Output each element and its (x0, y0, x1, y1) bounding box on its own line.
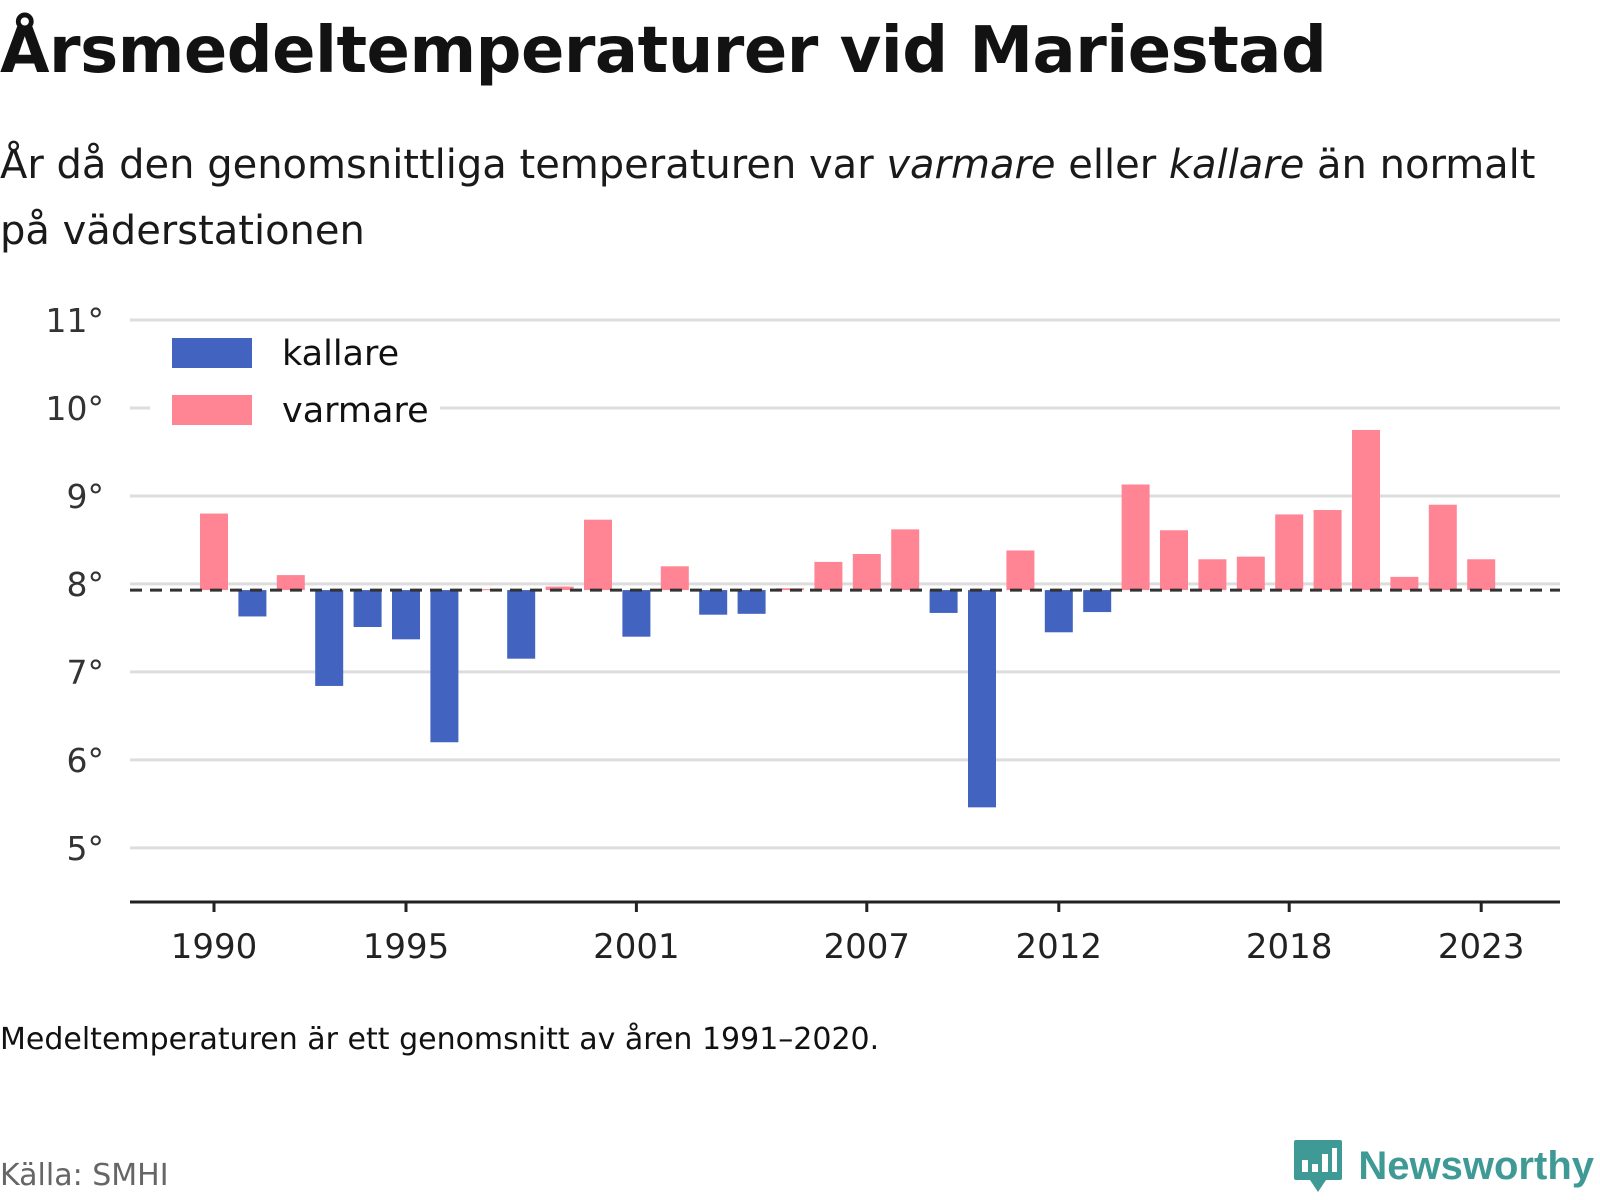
bar-2022 (1428, 504, 1457, 591)
x-axis: 1990 1995 2001 2007 2012 2018 2023 (130, 900, 1560, 967)
bar-2012 (1044, 590, 1073, 633)
brand-name: Newsworthy (1358, 1143, 1594, 1188)
legend-swatch-warm (172, 395, 252, 425)
x-tick-label: 1995 (363, 927, 450, 967)
bar-1993 (315, 590, 344, 686)
source-label: Källa: SMHI (0, 1158, 169, 1193)
bar-2002 (660, 566, 689, 591)
bar-2017 (1236, 556, 1265, 591)
legend-label-cold: kallare (282, 334, 399, 374)
legend: kallare varmare (150, 328, 440, 446)
bar-2000 (584, 519, 612, 591)
x-tick-label: 2018 (1246, 927, 1333, 967)
y-tick-label: 10° (46, 389, 105, 428)
footnote: Medeltemperaturen är ett genomsnitt av å… (0, 1022, 880, 1057)
bar-2018 (1275, 514, 1304, 591)
chart-title: Årsmedeltemperaturer vid Mariestad (0, 14, 1327, 88)
bar-2020 (1352, 429, 1380, 591)
bar-2001 (622, 590, 651, 637)
bars (200, 429, 1496, 808)
x-tick-label: 2001 (593, 927, 680, 967)
chart-subtitle: År då den genomsnittliga temperaturen va… (0, 132, 1540, 264)
bar-2006 (814, 561, 843, 591)
y-axis-ticks: 5° 6° 7° 8° 9° 10° 11° (46, 301, 105, 868)
subtitle-text-post: än normalt på väderstationen (0, 142, 1536, 254)
bar-2003 (699, 590, 728, 615)
bar-2016 (1198, 559, 1227, 591)
y-tick-label: 11° (46, 301, 105, 340)
bar-2008 (891, 529, 920, 591)
bar-1998 (507, 590, 536, 659)
bar-1999 (545, 586, 574, 591)
y-tick-label: 5° (67, 829, 105, 868)
newsworthy-logo: Newsworthy (1292, 1138, 1594, 1194)
bar-1992 (276, 575, 305, 591)
bar-1994 (353, 590, 382, 628)
legend-label-warm: varmare (282, 391, 429, 431)
bar-2021 (1390, 576, 1419, 591)
bar-1991 (238, 590, 267, 617)
bar-2011 (1006, 550, 1035, 591)
bar-2019 (1313, 510, 1342, 591)
y-tick-label: 8° (67, 565, 105, 604)
subtitle-text-mid: eller (1055, 142, 1169, 188)
x-tick-label: 2012 (1016, 927, 1103, 967)
bar-2009 (929, 590, 958, 613)
y-tick-label: 6° (67, 741, 105, 780)
x-tick-label: 2023 (1438, 927, 1525, 967)
bar-2015 (1160, 530, 1188, 591)
bar-2007 (852, 553, 881, 591)
x-tick-label: 1990 (171, 927, 258, 967)
legend-swatch-cold (172, 338, 252, 368)
bar-2010 (968, 590, 996, 808)
bar-1990 (200, 513, 228, 591)
subtitle-warm-word: varmare (886, 142, 1056, 188)
bar-2013 (1083, 590, 1112, 613)
y-tick-label: 7° (67, 653, 105, 692)
subtitle-cold-word: kallare (1168, 142, 1305, 188)
bar-2023 (1467, 559, 1496, 591)
x-tick-label: 2007 (824, 927, 911, 967)
bar-1997 (468, 589, 497, 591)
bar-2004 (737, 590, 766, 614)
y-tick-label: 9° (67, 477, 105, 516)
subtitle-text-pre: År då den genomsnittliga temperaturen va… (0, 142, 887, 188)
bar-1996 (430, 590, 459, 743)
bar-2014 (1121, 484, 1150, 591)
newsworthy-logo-icon (1294, 1140, 1343, 1192)
bar-chart: 5° 6° 7° 8° 9° 10° 11° 1990 1995 2001 2007 2012 201… (46, 301, 1560, 967)
bar-1995 (392, 590, 420, 640)
